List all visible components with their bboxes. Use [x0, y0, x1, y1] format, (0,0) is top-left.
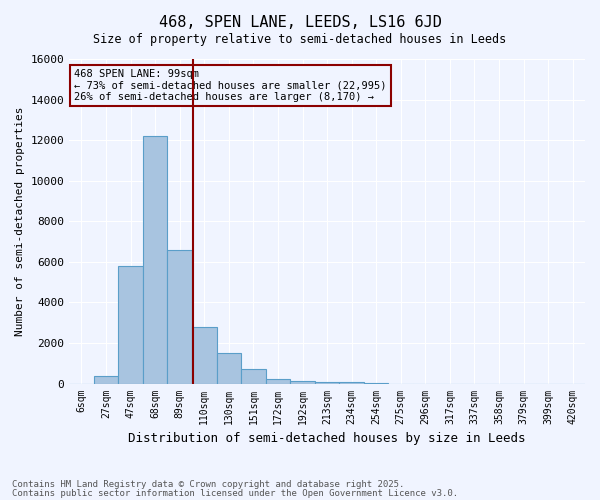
Y-axis label: Number of semi-detached properties: Number of semi-detached properties	[15, 106, 25, 336]
Text: Contains public sector information licensed under the Open Government Licence v3: Contains public sector information licen…	[12, 488, 458, 498]
Bar	[143, 136, 167, 384]
Bar	[192, 327, 217, 384]
Bar	[364, 383, 388, 384]
Bar	[315, 382, 340, 384]
Text: Size of property relative to semi-detached houses in Leeds: Size of property relative to semi-detach…	[94, 32, 506, 46]
Bar	[94, 376, 118, 384]
Text: Contains HM Land Registry data © Crown copyright and database right 2025.: Contains HM Land Registry data © Crown c…	[12, 480, 404, 489]
Text: 468 SPEN LANE: 99sqm
← 73% of semi-detached houses are smaller (22,995)
26% of s: 468 SPEN LANE: 99sqm ← 73% of semi-detac…	[74, 68, 387, 102]
Bar	[118, 266, 143, 384]
X-axis label: Distribution of semi-detached houses by size in Leeds: Distribution of semi-detached houses by …	[128, 432, 526, 445]
Bar	[241, 370, 266, 384]
Bar	[290, 380, 315, 384]
Bar	[217, 353, 241, 384]
Text: 468, SPEN LANE, LEEDS, LS16 6JD: 468, SPEN LANE, LEEDS, LS16 6JD	[158, 15, 442, 30]
Bar	[266, 380, 290, 384]
Bar	[340, 382, 364, 384]
Bar	[167, 250, 192, 384]
